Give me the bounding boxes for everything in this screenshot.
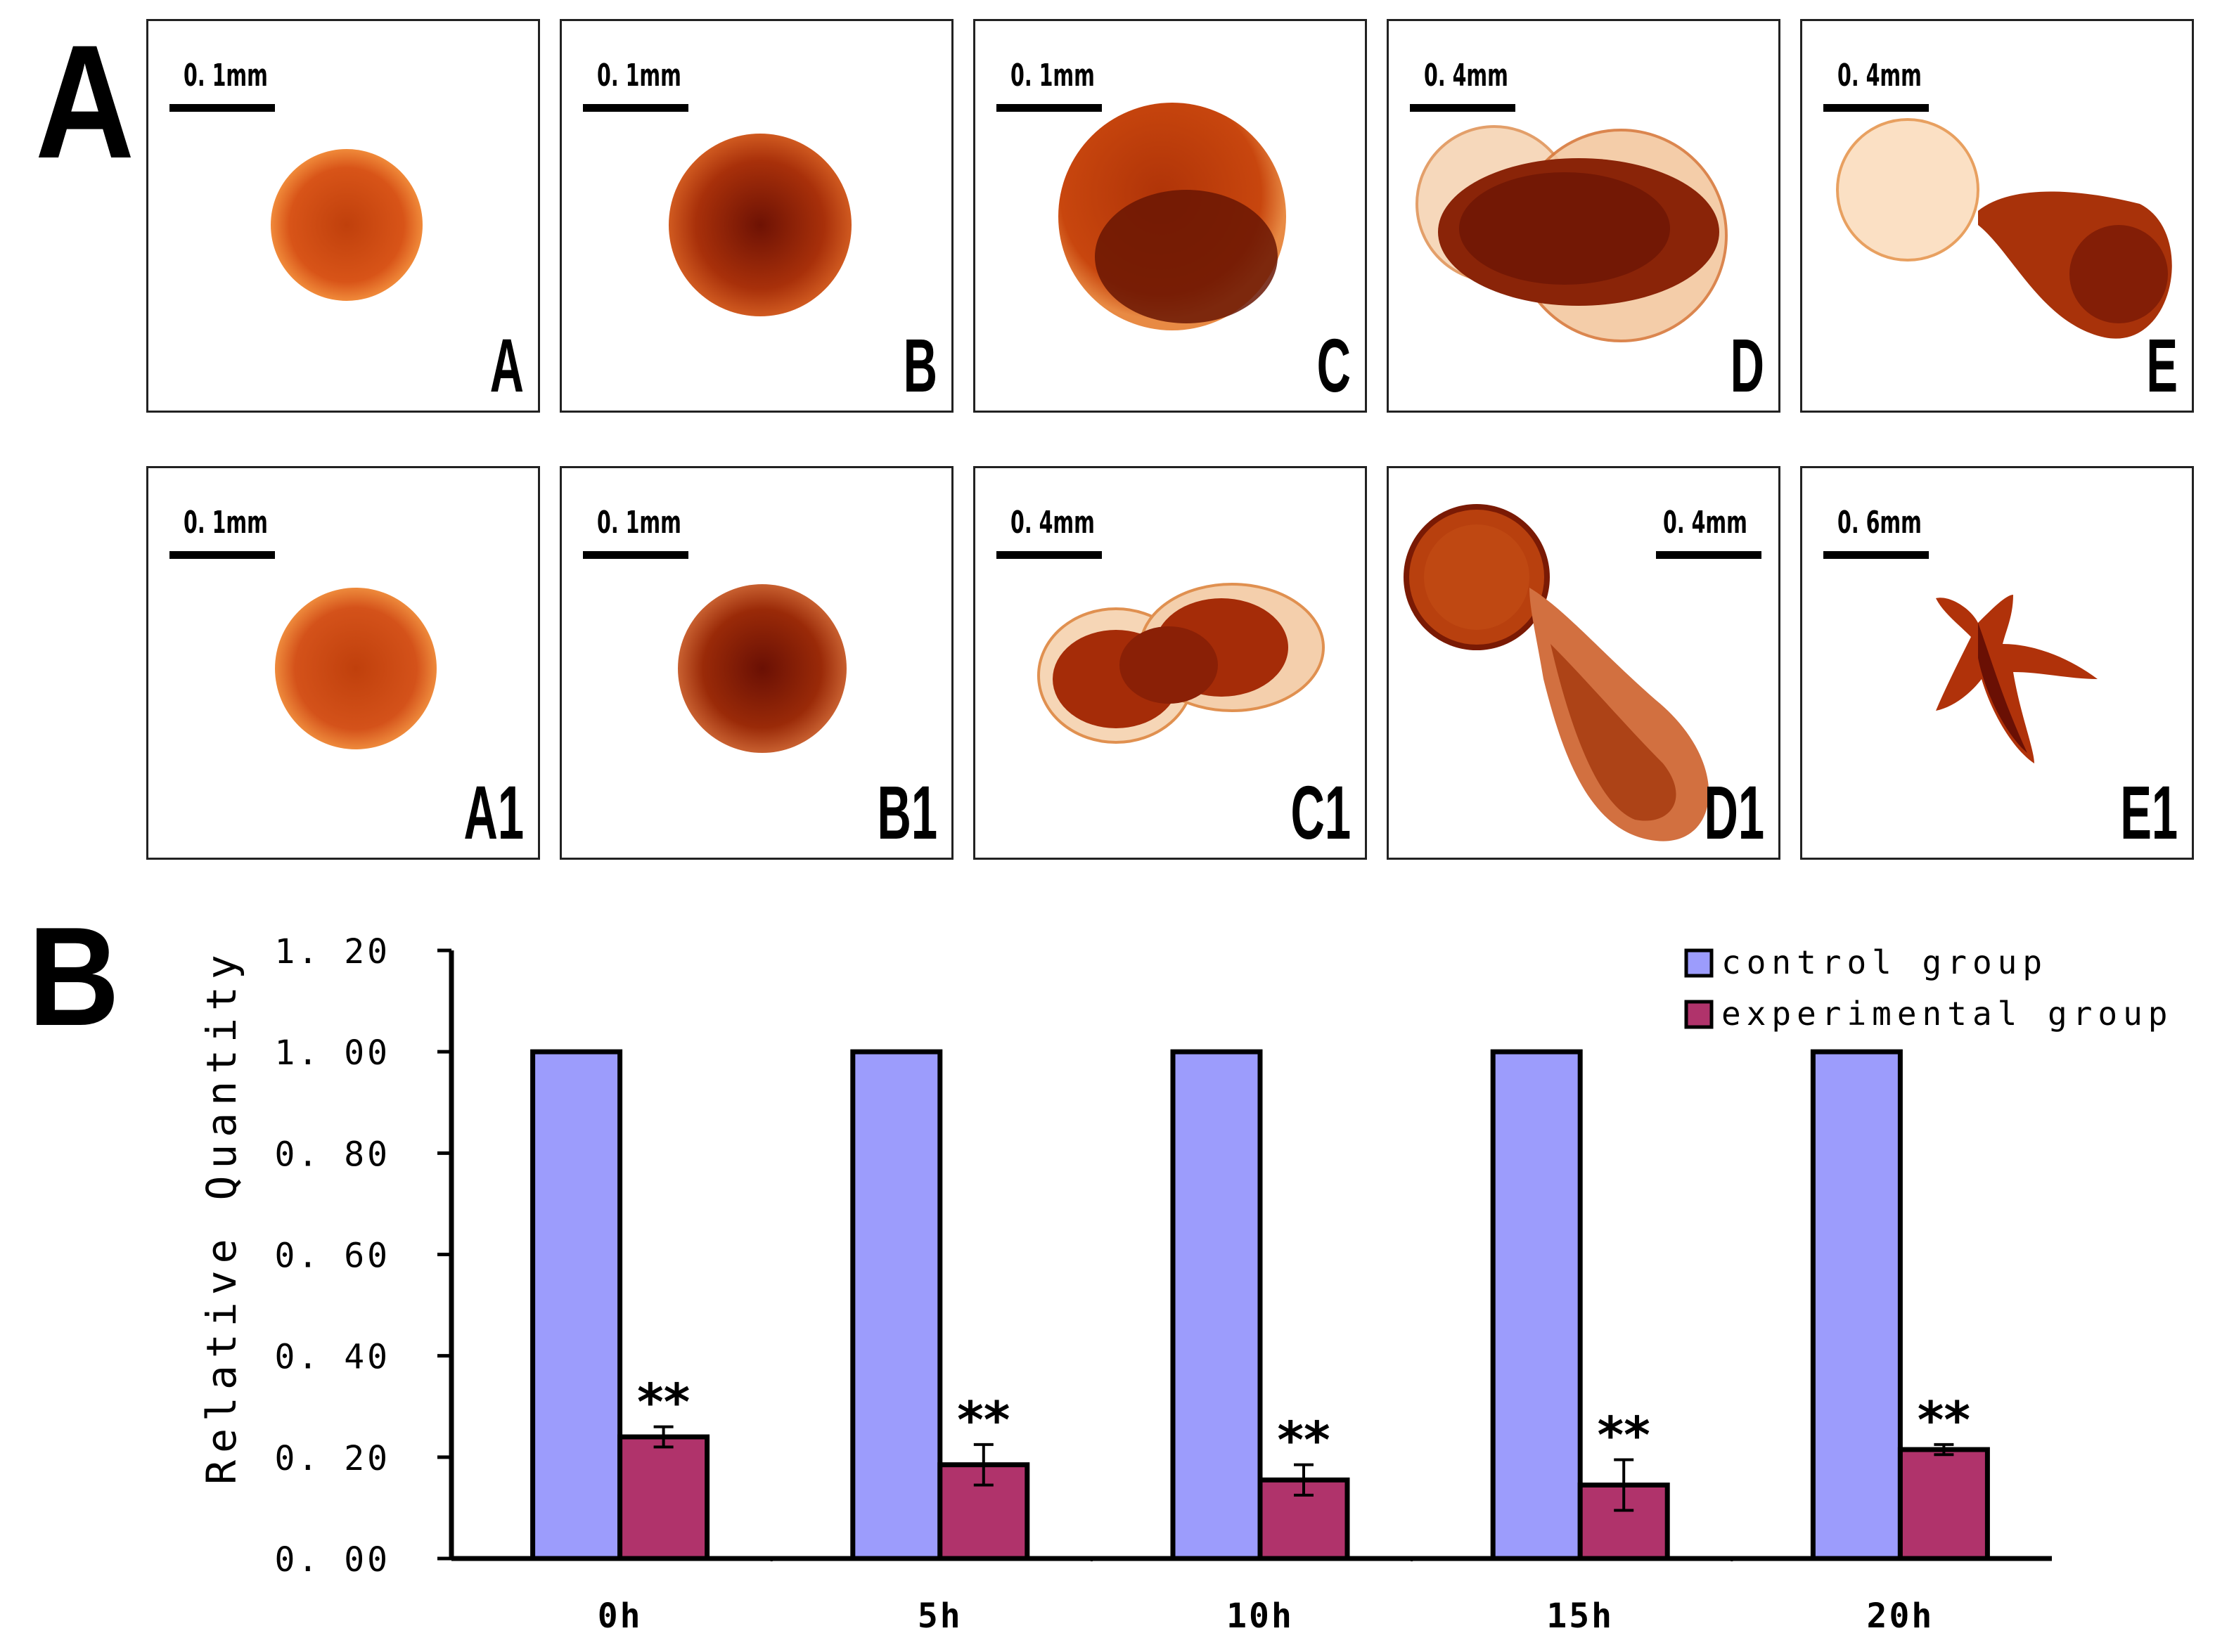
x-tick-label: 0h bbox=[598, 1596, 643, 1636]
x-axis-ticks: 0h 5h 10h 15h 20h bbox=[598, 1559, 1934, 1636]
x-tick-label: 15h bbox=[1546, 1596, 1614, 1636]
embryo-specimen bbox=[1058, 103, 1286, 330]
scale-bar bbox=[1410, 104, 1515, 112]
x-tick-label: 5h bbox=[918, 1596, 963, 1636]
scale-bar bbox=[996, 104, 1102, 112]
bar-control bbox=[1170, 1049, 1263, 1561]
y-tick-label: 0. 40 bbox=[275, 1338, 391, 1377]
micrograph-panel-e1: 0. 6mm E1 bbox=[1800, 466, 2194, 860]
panel-label: B1 bbox=[877, 770, 937, 855]
micrograph-panel-d1: 0. 4mm D1 bbox=[1387, 466, 1780, 860]
y-tick-label: 0. 80 bbox=[275, 1135, 391, 1174]
scale-bar bbox=[1823, 551, 1929, 559]
y-axis-label: Relative Quantity bbox=[198, 948, 245, 1485]
scale-bar bbox=[1656, 551, 1761, 559]
larva-specimen bbox=[1037, 583, 1325, 744]
significance-marker: ** bbox=[1918, 1390, 1970, 1450]
scale-label: 0. 6mm bbox=[1837, 505, 1922, 541]
scale-label: 0. 4mm bbox=[1837, 58, 1922, 93]
larva-specimen bbox=[1415, 125, 1728, 342]
bar-control bbox=[530, 1049, 623, 1561]
bar-experimental bbox=[617, 1434, 710, 1561]
significance-marker: ** bbox=[1277, 1411, 1330, 1470]
y-axis-ticks: 0. 00 0. 20 0. 40 0. 60 0. 80 1. 00 1. 20 bbox=[275, 932, 451, 1580]
egg-specimen bbox=[271, 149, 423, 301]
scale-label: 0. 4mm bbox=[1424, 58, 1508, 93]
egg-specimen bbox=[678, 584, 847, 753]
y-tick-label: 1. 20 bbox=[275, 932, 391, 972]
significance-marker: ** bbox=[1598, 1405, 1650, 1464]
scale-label: 0. 1mm bbox=[597, 505, 681, 541]
larva-specimen bbox=[1936, 595, 2098, 763]
bar-chart: 0. 00 0. 20 0. 40 0. 60 0. 80 1. 00 1. 20 Rela… bbox=[198, 932, 2174, 1636]
scale-bar bbox=[583, 551, 688, 559]
bar-control bbox=[1810, 1049, 1903, 1561]
panel-label: E bbox=[2146, 323, 2178, 408]
scale-label: 0. 1mm bbox=[184, 58, 268, 93]
legend-swatch-control bbox=[1684, 948, 1714, 978]
micrograph-panel-b1: 0. 1mm B1 bbox=[560, 466, 954, 860]
panel-label: A bbox=[489, 323, 524, 408]
panel-label: A1 bbox=[463, 770, 524, 855]
scale-label: 0. 1mm bbox=[1010, 58, 1095, 93]
micrograph-panel-a1: 0. 1mm A1 bbox=[146, 466, 540, 860]
panel-label: C1 bbox=[1290, 770, 1351, 855]
chart-legend: control group experimental group bbox=[1684, 943, 2174, 1033]
larva-specimen bbox=[1404, 504, 1709, 841]
egg-specimen bbox=[669, 134, 852, 316]
egg-specimen bbox=[275, 588, 437, 749]
figure-part-b-label: B bbox=[28, 898, 120, 1055]
micrograph-panel-c1: 0. 4mm C1 bbox=[973, 466, 1367, 860]
panel-label: E1 bbox=[2120, 770, 2178, 855]
y-tick-label: 0. 20 bbox=[275, 1439, 391, 1478]
legend-label-experimental: experimental group bbox=[1721, 995, 2174, 1033]
y-tick-label: 0. 60 bbox=[275, 1237, 391, 1276]
y-tick-label: 0. 00 bbox=[275, 1540, 391, 1580]
micrograph-panel-d: 0. 4mm D bbox=[1387, 19, 1780, 413]
panel-label: D1 bbox=[1704, 770, 1764, 855]
scale-bar bbox=[583, 104, 688, 112]
x-tick-label: 20h bbox=[1867, 1596, 1934, 1636]
panel-label: D bbox=[1730, 323, 1764, 408]
y-tick-label: 1. 00 bbox=[275, 1033, 391, 1073]
scale-bar bbox=[169, 104, 275, 112]
significance-marker: ** bbox=[957, 1390, 1010, 1450]
micrograph-panel-b: 0. 1mm B bbox=[560, 19, 954, 413]
bar-experimental bbox=[1897, 1447, 1990, 1561]
scale-bar bbox=[996, 551, 1102, 559]
bar-series: ** ** ** ** ** bbox=[530, 1049, 1990, 1561]
scale-bar bbox=[169, 551, 275, 559]
legend-label-control: control group bbox=[1721, 943, 2048, 981]
figure-part-a-label: A bbox=[35, 11, 135, 192]
scale-label: 0. 4mm bbox=[1663, 505, 1747, 541]
micrograph-panel-c: 0. 1mm C bbox=[973, 19, 1367, 413]
scale-label: 0. 1mm bbox=[597, 58, 681, 93]
scale-label: 0. 1mm bbox=[184, 505, 268, 541]
micrograph-panel-a: 0. 1mm A bbox=[146, 19, 540, 413]
larva-specimen bbox=[1836, 118, 2172, 339]
bar-control bbox=[850, 1049, 943, 1561]
micrograph-panel-e: 0. 4mm E bbox=[1800, 19, 2194, 413]
bar-control bbox=[1490, 1049, 1583, 1561]
panel-label: B bbox=[903, 323, 937, 408]
scale-bar bbox=[1823, 104, 1929, 112]
scale-label: 0. 4mm bbox=[1010, 505, 1095, 541]
panel-label: C bbox=[1316, 323, 1351, 408]
x-tick-label: 10h bbox=[1226, 1596, 1294, 1636]
significance-marker: ** bbox=[637, 1373, 690, 1432]
legend-swatch-experimental bbox=[1684, 1000, 1714, 1029]
